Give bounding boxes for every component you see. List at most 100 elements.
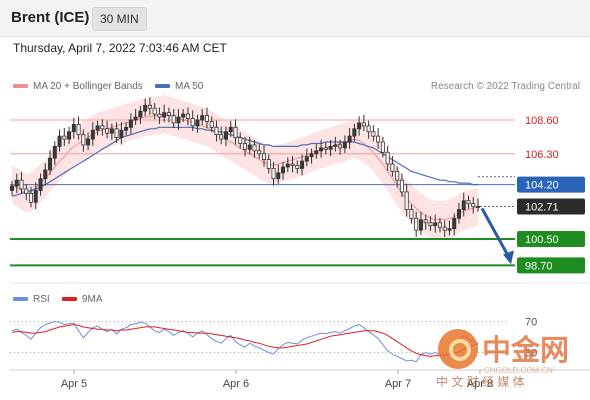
candle-body bbox=[133, 116, 138, 121]
candle-body bbox=[428, 222, 433, 227]
candle-body bbox=[57, 135, 62, 147]
candle-body bbox=[33, 190, 38, 203]
candle-body bbox=[338, 144, 343, 149]
candle-body bbox=[437, 222, 442, 228]
candle-body bbox=[76, 123, 81, 136]
candle-body bbox=[29, 193, 34, 203]
candle-body bbox=[456, 209, 461, 219]
candle-body bbox=[43, 169, 48, 180]
level-box-102.71 bbox=[517, 198, 585, 215]
candle-body bbox=[409, 209, 414, 219]
candle-body bbox=[157, 113, 162, 118]
candle-body bbox=[128, 119, 133, 128]
candle-body bbox=[285, 163, 290, 168]
candle-body bbox=[471, 203, 476, 208]
candle-body bbox=[147, 104, 152, 109]
candle-body bbox=[371, 131, 376, 137]
rsi-level-label-70: 70 bbox=[525, 317, 537, 329]
level-box-98.70 bbox=[517, 257, 585, 274]
level-lines bbox=[10, 119, 515, 267]
candle-body bbox=[357, 122, 362, 130]
candle-body bbox=[433, 222, 438, 227]
candle-body bbox=[418, 219, 423, 231]
credit-text: Research © 2022 Trading Central bbox=[430, 81, 580, 92]
candle-body bbox=[385, 151, 390, 165]
candle-body bbox=[399, 179, 404, 193]
rsi-level-label-30: 30 bbox=[525, 348, 537, 360]
candle-body bbox=[9, 185, 14, 191]
rsi-ma-legend-label: 9MA bbox=[82, 294, 103, 305]
candle-body bbox=[95, 125, 100, 131]
candle-body bbox=[395, 170, 400, 181]
candle-body bbox=[81, 134, 86, 146]
candlesticks bbox=[9, 97, 480, 238]
candle-body bbox=[71, 123, 76, 133]
candle-body bbox=[195, 119, 200, 127]
candle-body bbox=[361, 122, 366, 127]
candle-body bbox=[176, 116, 181, 124]
candle-body bbox=[300, 160, 305, 169]
candle-body bbox=[323, 147, 328, 150]
candle-body bbox=[390, 163, 395, 172]
candle-body bbox=[171, 115, 176, 124]
candle-body bbox=[90, 129, 95, 140]
rsi-panel: 70 30 bbox=[10, 317, 537, 363]
x-tick-label: Apr 6 bbox=[223, 378, 249, 390]
candle-body bbox=[442, 226, 447, 231]
watermark-logo-inner bbox=[449, 339, 471, 361]
candle-body bbox=[304, 156, 309, 162]
candle-body bbox=[138, 110, 143, 118]
candle-body bbox=[228, 126, 233, 133]
level-label-106.30: 106.30 bbox=[525, 149, 559, 161]
candle-body bbox=[347, 135, 352, 143]
candle-body bbox=[38, 178, 43, 191]
candle-body bbox=[333, 144, 338, 147]
rsi-legend: RSI 9MA bbox=[13, 294, 103, 305]
candle-body bbox=[238, 137, 243, 144]
candle-body bbox=[19, 179, 24, 190]
candle-body bbox=[366, 125, 371, 133]
level-label-100.50: 100.50 bbox=[525, 234, 559, 246]
ma50-line bbox=[11, 126, 478, 197]
candle-body bbox=[281, 166, 286, 174]
candle-body bbox=[52, 146, 57, 159]
level-labels: 108.60 106.30 104.20 102.71 100.50 98.70 bbox=[517, 115, 585, 274]
candle-body bbox=[119, 129, 124, 138]
watermark-tagline: 中 文 财 经 媒 体 bbox=[436, 374, 525, 389]
rsi-swatch bbox=[13, 297, 28, 301]
ma50-swatch bbox=[155, 84, 170, 89]
ma20-swatch bbox=[13, 84, 28, 89]
candle-body bbox=[452, 217, 457, 230]
candle-body bbox=[100, 125, 105, 130]
candle-body bbox=[62, 135, 67, 140]
candle-body bbox=[262, 153, 267, 161]
level-label-98.70: 98.70 bbox=[525, 260, 553, 272]
candle-body bbox=[380, 141, 385, 153]
candle-body bbox=[200, 115, 205, 121]
candle-body bbox=[376, 135, 381, 143]
candle-body bbox=[219, 134, 224, 140]
candle-body bbox=[342, 141, 347, 149]
candle-body bbox=[114, 128, 119, 138]
ma20-line bbox=[11, 113, 479, 221]
candle-body bbox=[181, 113, 186, 118]
legend-ma50: MA 50 bbox=[155, 81, 203, 92]
candle-body bbox=[109, 128, 114, 134]
candle-body bbox=[309, 153, 314, 158]
instrument-title: Brent (ICE) bbox=[11, 9, 90, 26]
candle-body bbox=[233, 126, 238, 138]
level-label-102.71: 102.71 bbox=[525, 201, 559, 213]
moving-averages bbox=[11, 113, 479, 221]
timestamp: Thursday, April 7, 2022 7:03:46 AM CET bbox=[13, 41, 227, 55]
rsi-legend-label: RSI bbox=[33, 294, 50, 305]
bollinger-band bbox=[12, 95, 478, 239]
candle-body bbox=[67, 131, 72, 140]
timeframe-button[interactable]: 30 MIN bbox=[92, 7, 147, 31]
candle-body bbox=[185, 113, 190, 119]
candle-body bbox=[314, 150, 319, 155]
bollinger-band-area bbox=[12, 95, 478, 239]
level-label-108.60: 108.60 bbox=[525, 115, 559, 127]
x-tick-label: Apr 7 bbox=[385, 378, 411, 390]
candle-body bbox=[466, 200, 471, 205]
header-bar: Brent (ICE) 30 MIN bbox=[0, 0, 590, 37]
